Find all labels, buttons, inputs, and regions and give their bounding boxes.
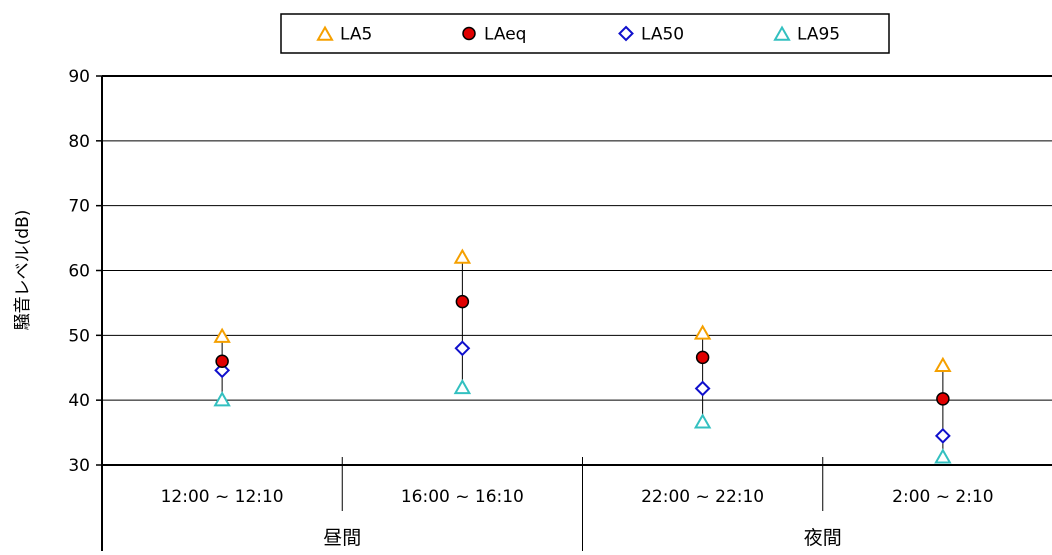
- point-laeq: [455, 294, 470, 309]
- grid-layer: [102, 75, 1052, 401]
- legend-label-la50: LA50: [641, 25, 684, 45]
- point-laeq: [215, 354, 229, 369]
- y-tick-label: 90: [68, 67, 90, 87]
- y-tick-label: 60: [68, 262, 90, 282]
- point-la95: [693, 413, 712, 429]
- point-la95: [213, 391, 231, 407]
- x-category-label: 2:00 ~ 2:10: [892, 487, 993, 507]
- point-la50: [694, 380, 711, 397]
- point-la5: [213, 327, 231, 343]
- point-la5: [453, 248, 472, 264]
- legend-box: [280, 13, 890, 54]
- point-la5: [693, 324, 712, 340]
- y-tick-label: 40: [68, 391, 90, 411]
- y-tick-label: 30: [68, 456, 90, 476]
- range-lines-layer: [221, 257, 944, 458]
- legend-label-laeq: LAeq: [484, 25, 526, 45]
- x-category-label: 22:00 ~ 22:10: [641, 487, 764, 507]
- legend-marker-la50: [618, 25, 634, 42]
- legend-marker-la5: [316, 25, 334, 41]
- point-la95: [453, 378, 472, 395]
- y-tick-label: 80: [68, 132, 90, 152]
- x-group-label: 昼間: [323, 527, 361, 549]
- y-axis-title: 騒音レベル(dB): [13, 210, 33, 331]
- legend-marker-laeq: [462, 26, 476, 41]
- axis-layer: 30 40 50 60 70 80 90 12:00 ~ 12:10 16:00 ~ 16:10…: [68, 67, 1052, 551]
- y-tick-label: 50: [68, 326, 90, 346]
- x-group-label: 夜間: [804, 527, 842, 549]
- point-la50: [934, 427, 951, 444]
- legend: LA5 LAeq LA50 LA95: [280, 13, 890, 54]
- x-category-label: 12:00 ~ 12:10: [161, 487, 284, 507]
- y-tick-label: 70: [68, 197, 90, 217]
- point-la50: [454, 340, 471, 357]
- point-laeq: [695, 350, 710, 365]
- markers-layer: [213, 248, 952, 464]
- point-la95: [934, 448, 952, 464]
- point-laeq: [936, 392, 950, 406]
- point-la5: [934, 356, 952, 373]
- legend-label-la5: LA5: [340, 25, 372, 45]
- x-category-label: 16:00 ~ 16:10: [401, 487, 524, 507]
- legend-marker-la95: [773, 25, 791, 41]
- legend-label-la95: LA95: [797, 25, 840, 45]
